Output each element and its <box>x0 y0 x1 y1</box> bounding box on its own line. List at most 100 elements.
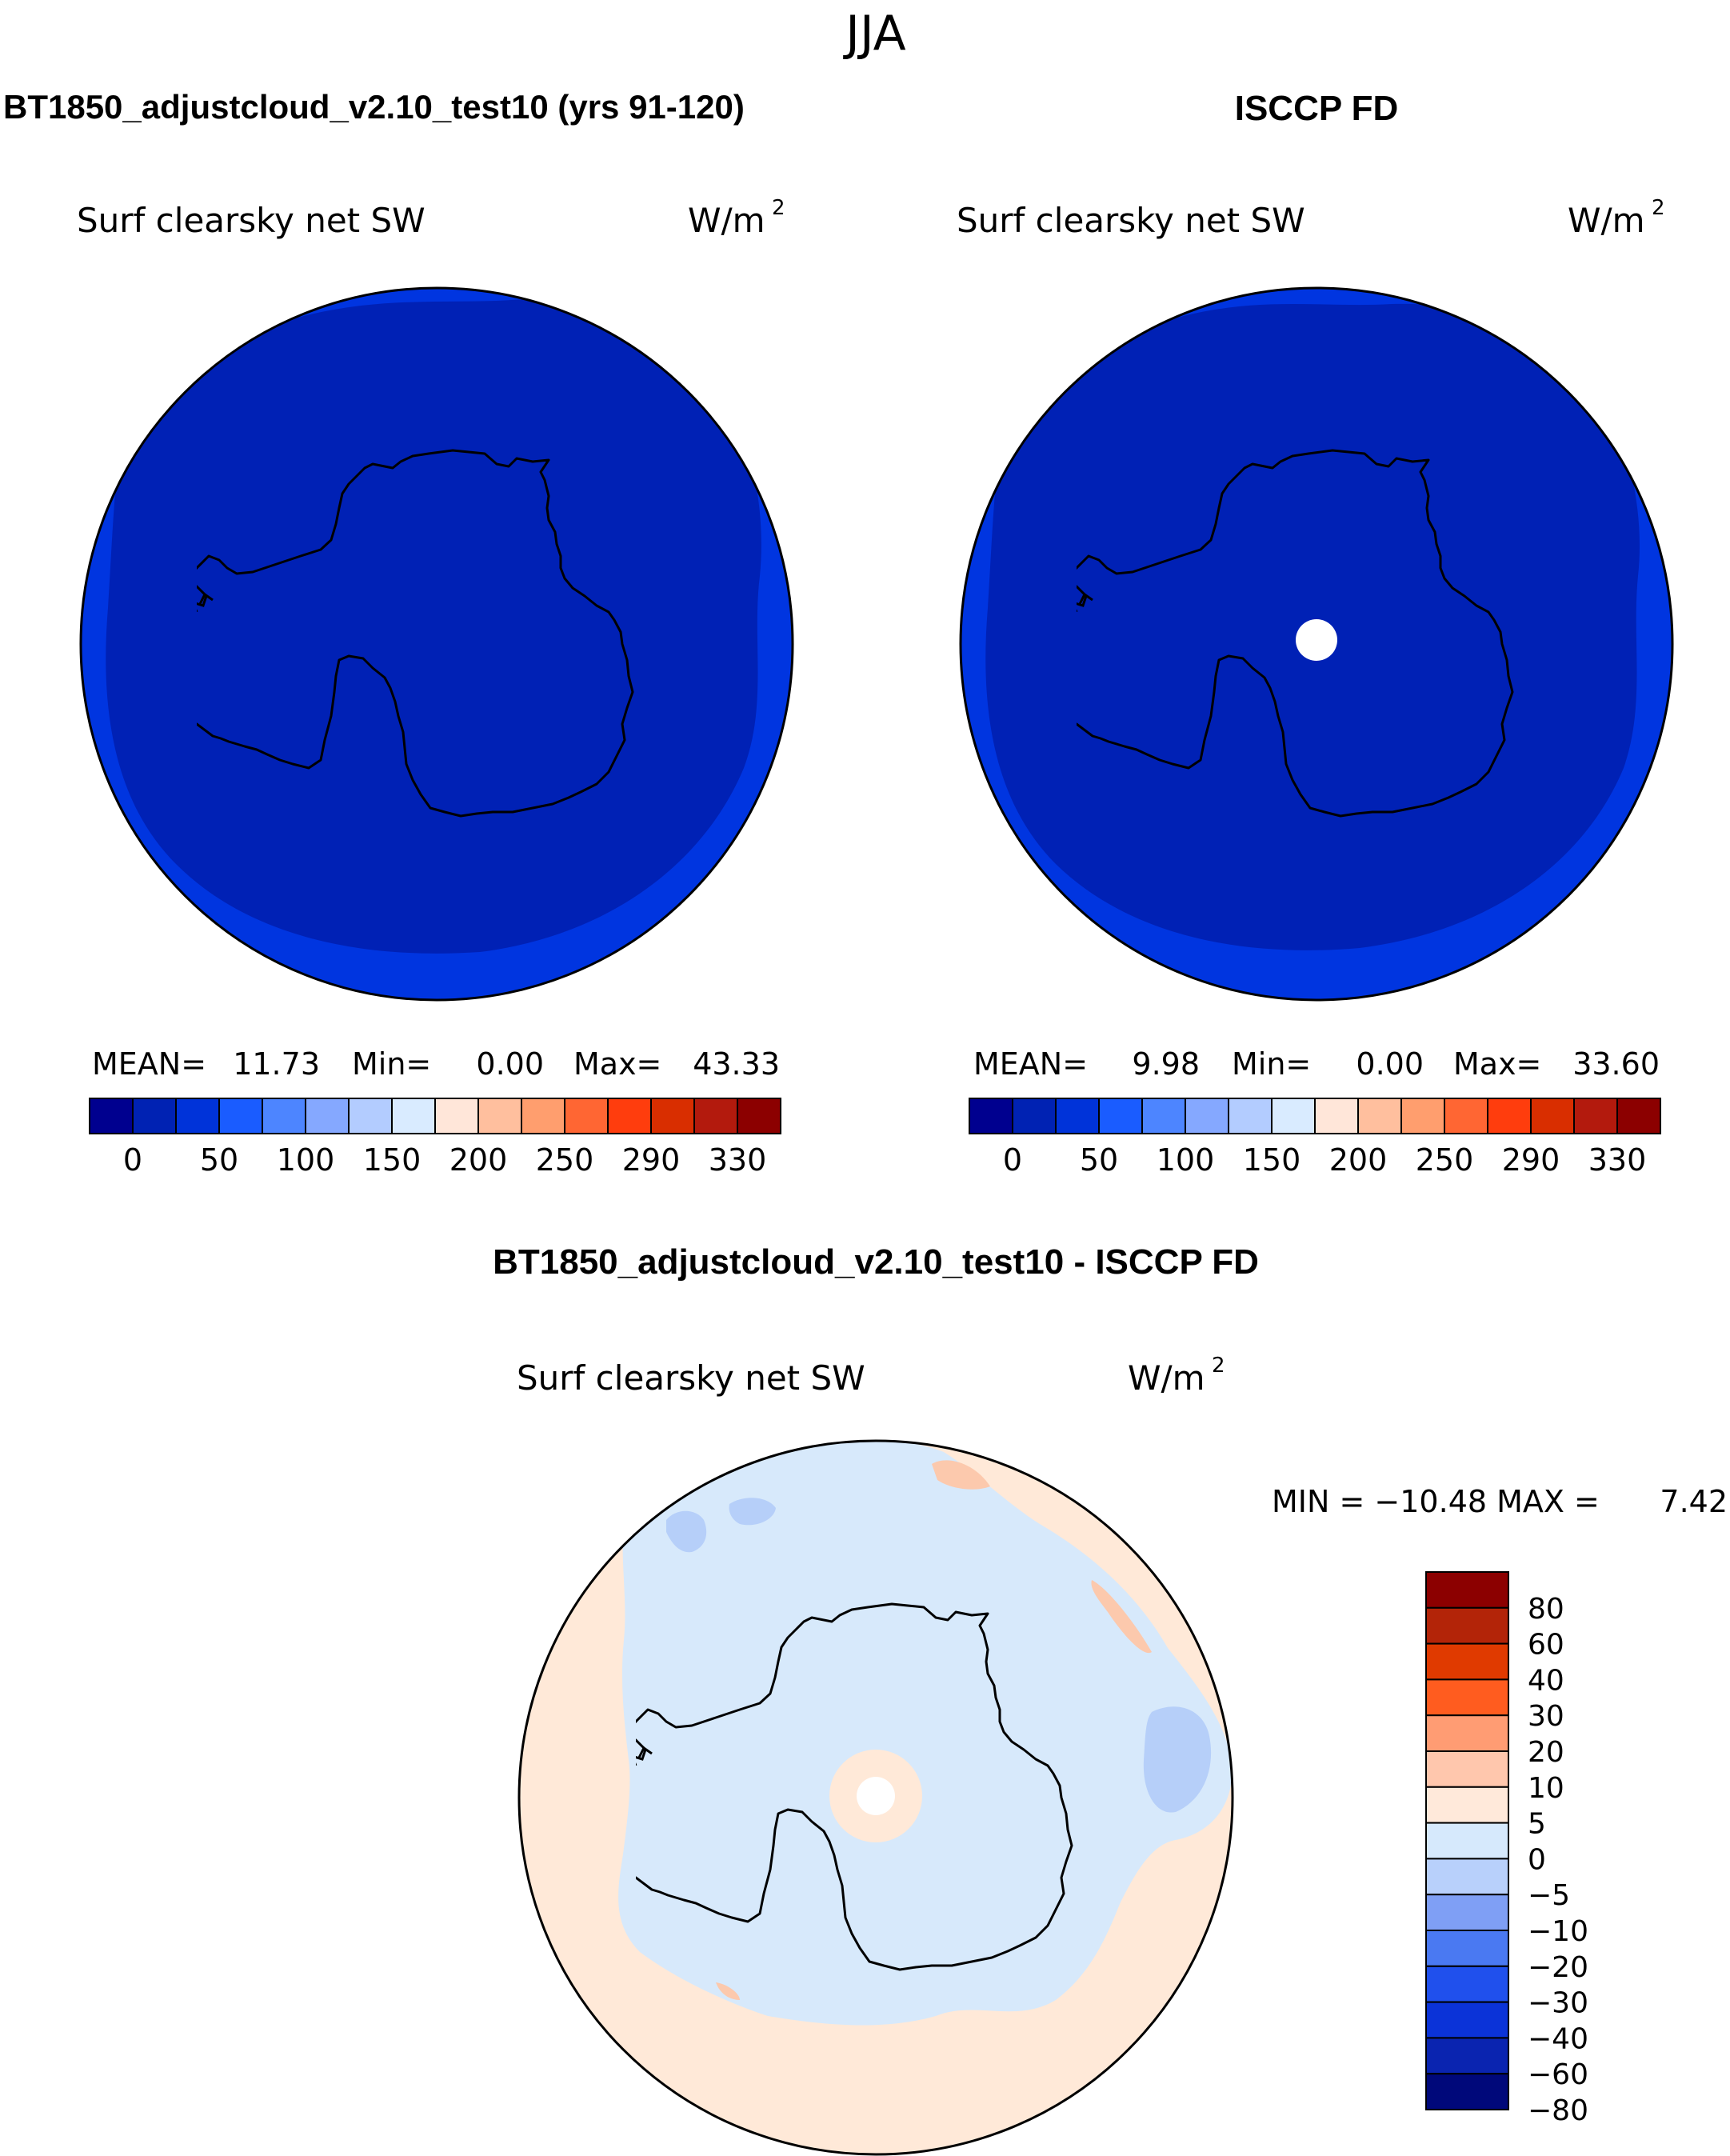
model-map-panel: Surf clearsky net SW W/m 2 <box>77 196 794 1002</box>
obs-missing-pole-spot <box>1296 619 1337 661</box>
diff-colorbar-swatch <box>1425 1822 1509 1860</box>
obs-colorbar-label: 200 <box>1329 1142 1388 1178</box>
diff-colorbar-swatch <box>1425 1965 1509 2003</box>
obs-colorbar-swatch <box>969 1098 1013 1134</box>
diff-colorbar-label: 30 <box>1528 1700 1564 1733</box>
obs-units-label: W/m 2 <box>1568 196 1665 240</box>
diff-positive-patch-1 <box>932 1460 990 1490</box>
obs-colorbar-label: 330 <box>1588 1142 1647 1178</box>
obs-min-label: Min= <box>1232 1046 1311 1082</box>
diff-positive-patch-3 <box>716 1982 740 2000</box>
diff-colorbar-swatch <box>1425 2073 1509 2110</box>
svg-text:W/m: W/m <box>1568 201 1645 240</box>
diff-colorbar-label: 20 <box>1528 1736 1564 1769</box>
diff-colorbar-swatch <box>1425 1930 1509 1967</box>
diff-panel-title: BT1850_adjustcloud_v2.10_test10 - ISCCP … <box>493 1242 1259 1282</box>
diff-colorbar-label: −60 <box>1528 2058 1588 2091</box>
diff-missing-pole-spot <box>857 1777 895 1815</box>
obs-variable-label: Surf clearsky net SW <box>957 201 1305 240</box>
diff-colorbar-swatch <box>1425 1606 1509 1645</box>
model-min-label: Min= <box>352 1046 431 1082</box>
model-max-label: Max= <box>573 1046 661 1082</box>
diff-colorbar-swatch <box>1425 2001 1509 2039</box>
diff-map-border <box>517 1439 1234 2156</box>
model-map-border <box>79 286 794 1002</box>
model-colorbar-label: 0 <box>123 1142 142 1178</box>
model-colorbar-label: 50 <box>200 1142 238 1178</box>
model-colorbar-label: 150 <box>363 1142 422 1178</box>
diff-negative-patch-2 <box>729 1498 776 1526</box>
diff-colorbar-label: −80 <box>1528 2094 1588 2127</box>
model-colorbar-swatch <box>737 1098 781 1134</box>
obs-colorbar-swatch <box>1185 1098 1229 1134</box>
model-colorbar-swatch <box>477 1098 522 1134</box>
diff-colorbar-label: −30 <box>1528 1987 1588 2020</box>
diff-colorbar-label: −40 <box>1528 2022 1588 2055</box>
obs-colorbar: 0 50 100 150 200 250 290 330 <box>969 1098 1661 1178</box>
model-colorbar-swatch <box>693 1098 738 1134</box>
model-colorbar-label: 100 <box>277 1142 335 1178</box>
model-colorbar-label: 250 <box>536 1142 594 1178</box>
svg-text:W/m: W/m <box>688 201 765 240</box>
svg-text:2: 2 <box>1212 1354 1225 1378</box>
diff-colorbar-swatch <box>1425 1714 1509 1752</box>
diff-colorbar-swatch <box>1425 1786 1509 1824</box>
obs-map-border <box>959 286 1674 1002</box>
model-panel-title: BT1850_adjustcloud_v2.10_test10 (yrs 91-… <box>3 88 745 126</box>
diff-colorbar-label: −5 <box>1528 1879 1570 1912</box>
model-colorbar-swatch <box>262 1098 306 1134</box>
diff-colorbar-label: 0 <box>1528 1843 1546 1876</box>
diff-colorbar-label: 10 <box>1528 1772 1564 1805</box>
diff-colorbar-swatch <box>1425 1750 1509 1788</box>
diff-variable-label: Surf clearsky net SW <box>517 1358 865 1398</box>
diff-colorbar-label: 60 <box>1528 1629 1564 1662</box>
obs-colorbar-swatch <box>1141 1098 1186 1134</box>
obs-colorbar-swatch <box>1400 1098 1445 1134</box>
obs-max-label: Max= <box>1453 1046 1541 1082</box>
model-mean-label: MEAN= <box>92 1046 206 1082</box>
season-title: JJA <box>842 6 905 62</box>
obs-colorbar-label: 250 <box>1416 1142 1474 1178</box>
obs-colorbar-swatch <box>1055 1098 1100 1134</box>
model-colorbar-label: 290 <box>622 1142 681 1178</box>
model-inner-contour <box>106 299 761 954</box>
diff-colorbar-swatch <box>1425 1571 1509 1609</box>
obs-colorbar-swatch <box>1357 1098 1402 1134</box>
diff-colorbar-swatch <box>1425 1642 1509 1681</box>
model-colorbar-swatch <box>391 1098 436 1134</box>
diff-colorbar-label: −10 <box>1528 1915 1588 1948</box>
diff-negative-region <box>618 1441 1233 2026</box>
model-max-value: 43.33 <box>693 1046 780 1082</box>
obs-colorbar-swatch <box>1314 1098 1359 1134</box>
diff-colorbar-label: 5 <box>1528 1808 1546 1841</box>
obs-colorbar-label: 0 <box>1003 1142 1022 1178</box>
obs-colorbar-swatch <box>1012 1098 1057 1134</box>
model-colorbar-swatch <box>348 1098 393 1134</box>
diff-units-label: W/m 2 <box>1128 1354 1225 1398</box>
obs-mean-value: 9.98 <box>1132 1046 1200 1082</box>
model-colorbar-swatch <box>305 1098 350 1134</box>
model-stats: MEAN= 11.73 Min= 0.00 Max= 43.33 <box>92 1046 780 1082</box>
obs-panel-title: ISCCP FD <box>1235 89 1399 128</box>
obs-colorbar-swatch <box>1616 1098 1661 1134</box>
obs-colorbar-swatch <box>1228 1098 1273 1134</box>
svg-text:W/m: W/m <box>1128 1358 1205 1398</box>
obs-colorbar-swatch <box>1271 1098 1316 1134</box>
obs-colorbar-label: 50 <box>1080 1142 1118 1178</box>
obs-colorbar-label: 100 <box>1157 1142 1215 1178</box>
obs-max-value: 33.60 <box>1572 1046 1660 1082</box>
svg-text:2: 2 <box>1652 196 1665 220</box>
model-colorbar-label: 330 <box>709 1142 767 1178</box>
model-colorbar-label: 200 <box>449 1142 508 1178</box>
obs-map-panel: Surf clearsky net SW W/m 2 <box>957 196 1674 1002</box>
obs-min-value: 0.00 <box>1356 1046 1424 1082</box>
diff-colorbar-swatch <box>1425 1894 1509 1931</box>
model-colorbar-swatch <box>650 1098 695 1134</box>
obs-colorbar-swatch <box>1573 1098 1618 1134</box>
diff-positive-patch-2 <box>1091 1580 1152 1654</box>
model-colorbar-swatch <box>175 1098 220 1134</box>
diff-map-panel: Surf clearsky net SW W/m 2 <box>517 1354 1234 2156</box>
model-colorbar: 0 50 100 150 200 250 290 330 <box>89 1098 781 1178</box>
